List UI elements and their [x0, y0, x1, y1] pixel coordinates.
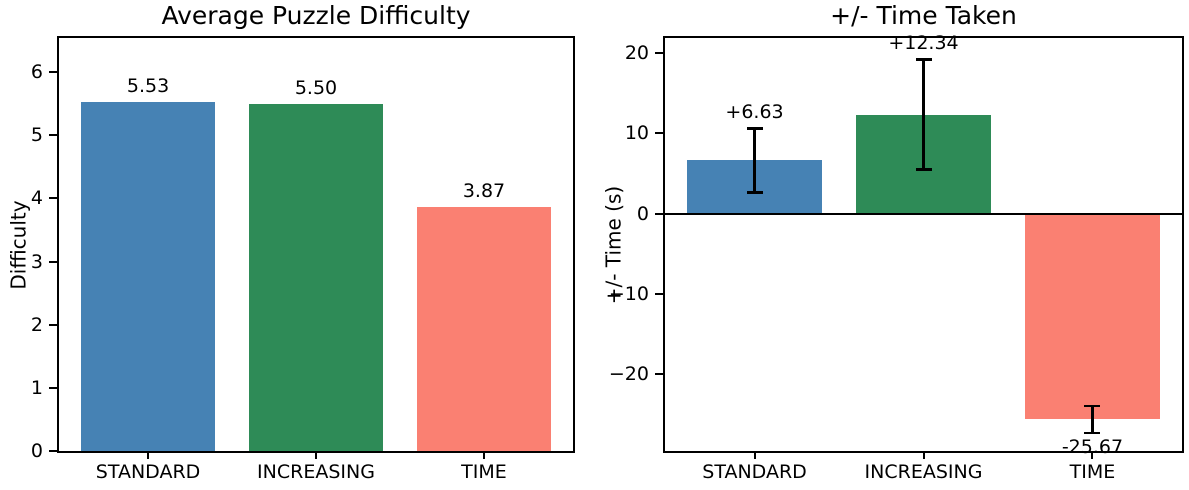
error-bar-cap [1084, 404, 1101, 408]
bar-time [416, 206, 552, 451]
y-tick-label: 10 [624, 122, 649, 145]
bar-standard [686, 160, 823, 214]
y-tick-mark [655, 373, 663, 375]
y-tick-label: 5 [30, 124, 43, 147]
x-tick-mark [1091, 453, 1094, 459]
x-tick-mark [922, 453, 925, 459]
bar-time [1024, 213, 1161, 420]
y-tick-mark [49, 386, 57, 389]
x-tick-mark [753, 453, 756, 459]
x-tick-label: STANDARD [95, 461, 201, 483]
x-tick-label: TIME [1069, 461, 1116, 483]
y-tick-mark [655, 132, 663, 135]
x-tick-label: TIME [461, 461, 507, 483]
bar-increasing [248, 103, 384, 451]
y-tick-mark [655, 52, 663, 55]
bar-value-label: 5.53 [126, 74, 170, 97]
x-tick-label: INCREASING [864, 461, 983, 483]
error-bar-cap [915, 58, 932, 61]
bar-value-label: 3.87 [462, 179, 506, 202]
plot-area: −20 −10 0 10 20 +6.63 STANDARD +12.34 INCREASING… [609, 32, 1184, 483]
bar-value-label: -25.67 [1061, 436, 1124, 459]
x-tick-mark [147, 453, 150, 459]
bar-value-label: 5.50 [294, 76, 338, 99]
y-tick-label: 0 [30, 440, 43, 462]
y-tick-label: 3 [30, 250, 43, 273]
y-tick-label: 1 [30, 376, 43, 399]
bar-standard [80, 101, 216, 451]
chart-title: +/- Time Taken [830, 1, 1017, 30]
x-tick-mark [315, 453, 317, 459]
y-tick-label: 0 [636, 202, 649, 225]
x-tick-label: INCREASING [257, 461, 375, 483]
y-axis-label: Difficulty [6, 200, 31, 290]
x-tick-mark [482, 453, 485, 459]
error-bar-cap [1084, 431, 1101, 435]
y-axis-label: +/- Time (s) [601, 185, 626, 305]
y-tick-mark [49, 450, 57, 452]
plot-area: 0 1 2 3 4 5 6 5.53 STANDARD 5.50 INCREASING 3.87 TIM… [31, 36, 575, 483]
y-tick-label: 20 [624, 42, 649, 65]
y-tick-mark [49, 260, 57, 263]
y-tick-label: 4 [30, 187, 43, 210]
x-tick-label: STANDARD [702, 461, 807, 483]
bar-value-label: +12.34 [888, 32, 959, 55]
y-tick-mark [655, 212, 663, 215]
y-tick-mark [49, 197, 57, 200]
y-tick-mark [49, 134, 57, 137]
y-tick-mark [49, 71, 57, 74]
error-bar-cap [746, 191, 763, 194]
bar-increasing [855, 114, 992, 214]
y-tick-mark [49, 323, 57, 326]
bar-value-label: +6.63 [725, 101, 784, 124]
error-bar-line [1091, 405, 1094, 434]
y-tick-mark [655, 292, 663, 295]
zero-line [665, 212, 1182, 215]
error-bar-cap [746, 127, 763, 130]
error-bar-cap [915, 168, 932, 171]
y-tick-label: −20 [608, 363, 649, 385]
error-bar-line [753, 128, 756, 193]
chart-title: Average Puzzle Difficulty [161, 1, 471, 30]
y-tick-label: 2 [30, 313, 43, 336]
y-tick-label: 6 [30, 61, 43, 84]
error-bar-line [922, 59, 925, 170]
y-tick-label: −10 [608, 282, 649, 305]
